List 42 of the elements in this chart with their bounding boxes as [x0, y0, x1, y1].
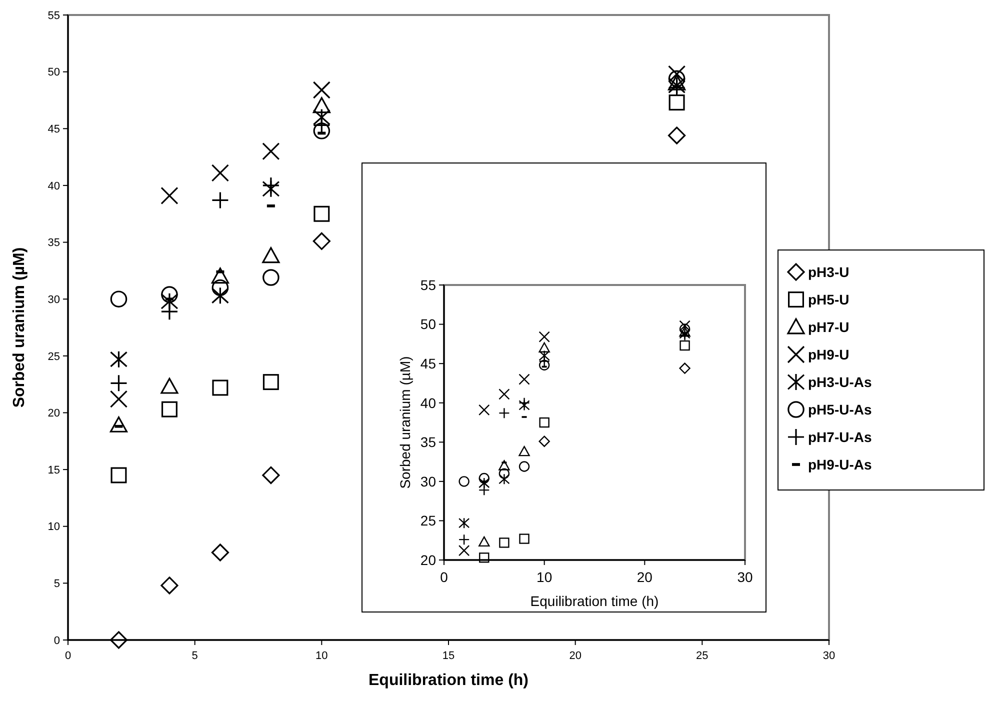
x-tick-label: 30	[737, 569, 753, 585]
legend-label: pH3-U-As	[808, 374, 872, 390]
legend-label: pH5-U-As	[808, 402, 872, 418]
y-tick-label: 25	[420, 512, 436, 529]
x-axis-title: Equilibration time (h)	[530, 593, 659, 609]
y-tick-label: 50	[420, 316, 436, 332]
y-tick-label: 10	[48, 521, 60, 534]
legend-label: pH7-U	[808, 319, 850, 335]
y-tick-label: 20	[420, 552, 436, 568]
y-axis-title: Sorbed uranium (µM)	[11, 247, 28, 408]
legend-label: pH9-U-As	[808, 456, 872, 472]
legend-label: pH3-U	[808, 264, 850, 280]
y-tick-label: 15	[48, 464, 60, 476]
x-axis-title: Equilibration time (h)	[368, 672, 528, 689]
y-tick-label: 45	[420, 355, 436, 372]
x-tick-label: 10	[536, 569, 552, 585]
legend-label: pH7-U-As	[808, 429, 872, 445]
legend-label: pH9-U	[808, 346, 850, 362]
y-tick-label: 55	[420, 276, 436, 293]
x-tick-label: 20	[636, 569, 653, 585]
y-tick-label: 55	[48, 10, 60, 22]
x-tick-label: 15	[442, 650, 455, 662]
y-tick-label: 35	[48, 237, 60, 250]
x-tick-label: 25	[696, 650, 708, 662]
x-tick-label: 0	[64, 650, 72, 662]
x-tick-label: 30	[822, 650, 836, 662]
x-tick-label: 0	[440, 569, 448, 585]
y-tick-label: 30	[420, 473, 436, 490]
y-tick-label: 0	[54, 634, 60, 647]
y-axis-title: Sorbed uranium (µM)	[397, 356, 413, 489]
x-tick-label: 5	[192, 650, 198, 662]
y-tick-label: 20	[48, 408, 60, 420]
y-tick-label: 40	[420, 394, 436, 411]
y-tick-label: 25	[48, 350, 60, 363]
y-tick-label: 30	[48, 294, 60, 306]
y-tick-label: 45	[48, 123, 60, 136]
y-tick-label: 35	[420, 434, 436, 450]
y-tick-label: 40	[48, 180, 60, 192]
x-tick-label: 20	[569, 650, 582, 662]
x-tick-label: 10	[316, 650, 328, 662]
y-tick-label: 50	[48, 66, 60, 79]
legend-label: pH5-U	[808, 292, 850, 308]
